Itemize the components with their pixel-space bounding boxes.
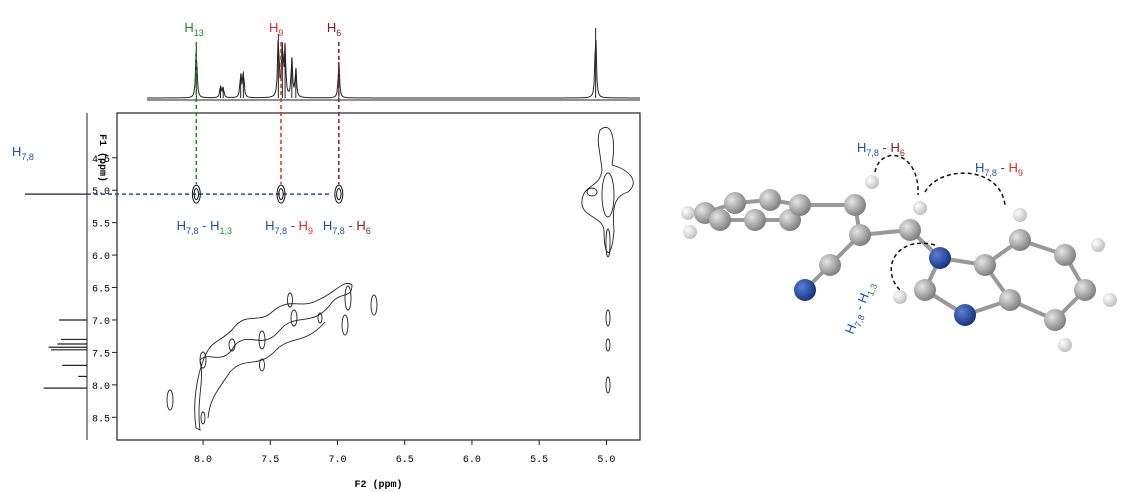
label-part: 7,8 [274,226,287,236]
y-tick-label: 7.5 [92,349,110,360]
y-tick-label: 8.5 [92,414,110,425]
y-tick-label: 7.0 [92,317,110,328]
label-part: 7,8 [866,148,879,158]
label-part: 13 [194,28,204,38]
cross-peak [335,185,343,203]
noe-label: H7,8 - H9 [975,160,1023,178]
label-part: H [356,218,365,233]
label-part: 9 [278,28,283,38]
label-part: H [184,20,193,35]
y-tick-label: 6.0 [92,252,110,263]
label-part: 7,8 [853,313,867,328]
y-tick-label: 5.0 [92,187,110,198]
label-part: 9 [1018,168,1023,178]
y-tick-label: 8.0 [92,382,110,393]
cross-peak [337,189,341,200]
y-axis-label: F1 (ppm) [96,134,108,182]
label-part: 1,3 [219,226,232,236]
label-part: H [12,144,21,159]
label-part: H [299,218,308,233]
x-tick-label: 7.5 [261,455,279,466]
peak-label: H13 [184,20,203,38]
label-part: H [327,20,336,35]
label-part: - H [199,218,220,233]
label-part: H [265,218,274,233]
x-axis-label: F2 (ppm) [354,479,402,491]
peak-label: H6 [327,20,341,38]
label-part: - [345,218,357,233]
label-part: 6 [900,148,905,158]
y-tick-label: 6.5 [92,285,110,296]
label-part: 6 [366,226,371,236]
label-part: 6 [336,28,341,38]
label-part: 1,3 [865,282,879,297]
x-tick-label: 7.0 [328,455,346,466]
peak-label: H9 [269,20,283,38]
noe-label: H7,8 - H1,3 [842,279,879,337]
label-part: H [1008,160,1017,175]
cross-peak-label: H7,8 - H9 [265,218,313,236]
x-tick-label: 5.0 [597,455,615,466]
label-part: H [890,140,899,155]
x-tick-label: 6.0 [463,455,481,466]
x-tick-label: 5.5 [530,455,548,466]
cross-peak-label: H7,8 - H1,3 [177,218,232,236]
label-part: 7,8 [332,226,345,236]
x-tick-label: 8.0 [194,455,212,466]
label-part: - [287,218,299,233]
y-tick-label: 5.5 [92,220,110,231]
label-part: - [997,160,1009,175]
figure: 8.07.57.06.56.05.55.04.55.05.56.06.57.07… [0,0,1123,492]
noe-label: H7,8 - H6 [857,140,905,158]
label-part: H [857,140,866,155]
left-label: H7,8 [12,144,34,162]
cross-peak-label: H7,8 - H6 [323,218,371,236]
label-part: H [975,160,984,175]
label-part: H [269,20,278,35]
x-tick-label: 6.5 [396,455,414,466]
label-part: 7,8 [21,152,34,162]
label-part: H [323,218,332,233]
label-part: 7,8 [984,168,997,178]
label-part: H [177,218,186,233]
label-part: - [879,140,891,155]
label-part: 9 [308,226,313,236]
contours [167,127,633,430]
label-part: 7,8 [186,226,199,236]
